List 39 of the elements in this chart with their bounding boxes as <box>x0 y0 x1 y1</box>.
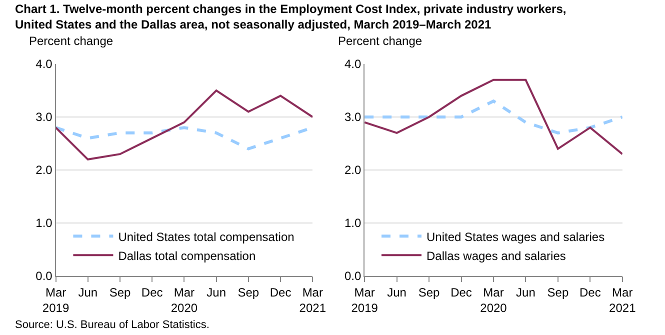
y-tick-label: 1.0 <box>344 216 362 230</box>
x-tick-label: Mar 2021 <box>299 285 326 315</box>
y-tick-label: 1.0 <box>36 216 53 230</box>
x-tick-label: Sep <box>109 285 131 300</box>
legend-label: Dallas wages and salaries <box>426 248 566 263</box>
y-tick-label: 0.0 <box>36 269 53 284</box>
y-tick-label: 0.0 <box>344 269 362 284</box>
y-axis-title: Percent change <box>29 34 114 48</box>
x-tick-label: Dec <box>579 285 601 300</box>
x-tick-label: Sep <box>547 285 569 300</box>
y-tick-label: 3.0 <box>344 110 362 124</box>
y-tick-label: 4.0 <box>36 57 53 72</box>
x-tick-label: Mar 2019 <box>42 285 70 315</box>
legend-label: Dallas total compensation <box>118 248 256 263</box>
y-tick-label: 2.0 <box>36 163 53 178</box>
x-tick-label: Mar 2020 <box>170 285 198 315</box>
x-tick-label: Dec <box>450 285 472 300</box>
chart-title: Chart 1. Twelve-month percent changes in the Employment Cost Index, private industry workers, United States and the Dallas area, not seasonally adjusted, March 2019–March 2021 <box>15 2 566 32</box>
source-note: Source: U.S. Bureau of Labor Statistics. <box>15 319 210 331</box>
line-series <box>364 78 622 156</box>
legend-label: United States wages and salaries <box>426 230 605 244</box>
x-tick-label: Mar 2020 <box>480 285 508 315</box>
x-tick-label: Dec <box>141 285 163 300</box>
x-tick-label: Sep <box>238 285 260 300</box>
line-series <box>364 100 622 134</box>
x-tick-label: Jun <box>206 285 226 300</box>
x-tick-label: Mar 2019 <box>351 285 378 315</box>
line-series <box>56 90 313 160</box>
y-tick-label: 2.0 <box>344 163 362 178</box>
x-tick-label: Dec <box>270 285 292 300</box>
y-axis-title: Percent change <box>338 34 422 48</box>
x-tick-label: Mar 2021 <box>609 285 636 315</box>
x-tick-label: Jun <box>516 285 536 300</box>
legend-label: United States total compensation <box>118 230 294 244</box>
y-tick-label: 4.0 <box>344 57 362 72</box>
y-tick-label: 3.0 <box>36 110 53 124</box>
x-tick-label: Jun <box>387 285 406 300</box>
x-tick-label: Sep <box>418 285 440 300</box>
x-tick-label: Jun <box>78 285 98 300</box>
